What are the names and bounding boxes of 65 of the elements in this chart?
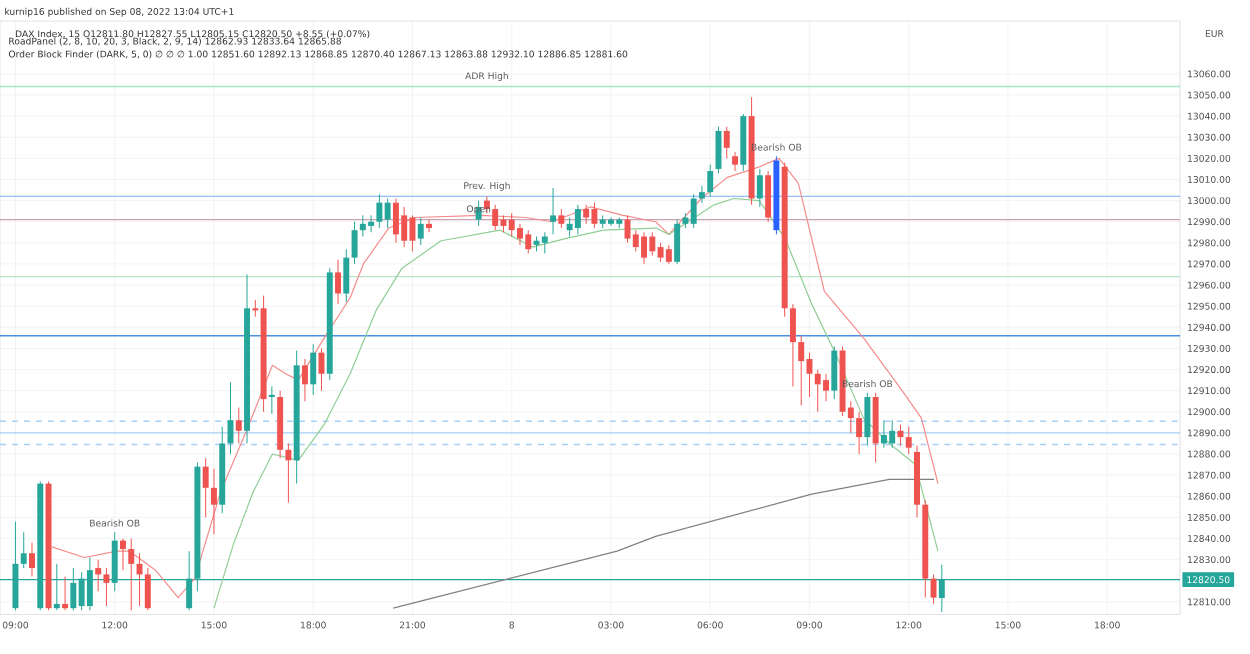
candlestick xyxy=(144,567,151,611)
candlestick xyxy=(235,407,242,444)
candlestick xyxy=(368,214,375,233)
candlestick xyxy=(409,214,416,252)
candlestick xyxy=(698,185,705,204)
candlestick xyxy=(707,164,714,197)
candlestick xyxy=(574,204,581,235)
candlestick xyxy=(789,303,796,387)
candlestick xyxy=(285,442,292,504)
candlestick xyxy=(591,202,598,229)
candlestick xyxy=(897,423,904,447)
candlestick xyxy=(29,542,35,577)
candlestick xyxy=(210,468,217,535)
candlestick xyxy=(541,231,548,254)
candlestick xyxy=(649,231,656,257)
candlestick xyxy=(128,537,135,611)
line-series xyxy=(392,478,935,609)
candlestick xyxy=(384,197,391,229)
candlestick xyxy=(492,204,499,231)
candlestick xyxy=(856,411,863,455)
candlestick xyxy=(343,248,350,303)
candlestick xyxy=(657,242,664,263)
candlestick xyxy=(872,392,879,463)
candlestick xyxy=(417,217,424,246)
candlestick xyxy=(798,335,805,406)
candlestick xyxy=(905,426,912,455)
candlestick xyxy=(268,385,275,415)
candlestick xyxy=(814,369,821,413)
candlestick xyxy=(401,206,408,248)
candlestick xyxy=(558,208,565,229)
candlestick xyxy=(566,217,573,238)
candlestick xyxy=(517,223,523,246)
candlestick xyxy=(880,419,887,449)
candlestick xyxy=(823,373,829,402)
candlestick xyxy=(930,573,937,605)
candlestick xyxy=(426,219,432,233)
candlestick xyxy=(103,567,110,607)
candlestick xyxy=(335,259,341,305)
candlestick xyxy=(607,217,614,227)
candlestick xyxy=(508,212,515,238)
candlestick xyxy=(301,358,308,402)
candlestick xyxy=(665,244,672,265)
candlestick xyxy=(392,197,399,244)
candlestick xyxy=(583,204,590,225)
candlestick xyxy=(359,214,366,238)
candlestick xyxy=(550,187,557,235)
candlestick xyxy=(351,221,358,265)
candlestick xyxy=(20,531,27,569)
candlestick xyxy=(765,170,772,223)
candlestick xyxy=(119,537,126,571)
candlestick xyxy=(95,559,102,592)
candlestick xyxy=(376,193,383,229)
candlestick xyxy=(831,345,838,400)
candlestick xyxy=(62,576,69,611)
candlestick xyxy=(889,419,896,449)
candlestick xyxy=(525,229,532,254)
candlestick xyxy=(641,231,648,265)
candlestick xyxy=(202,457,209,518)
candlestick xyxy=(674,219,681,265)
candlestick xyxy=(310,343,317,396)
candlestick xyxy=(864,392,871,447)
candlestick xyxy=(732,151,739,172)
candlestick xyxy=(756,168,763,208)
candlestick xyxy=(723,126,730,159)
candlestick xyxy=(690,193,697,229)
